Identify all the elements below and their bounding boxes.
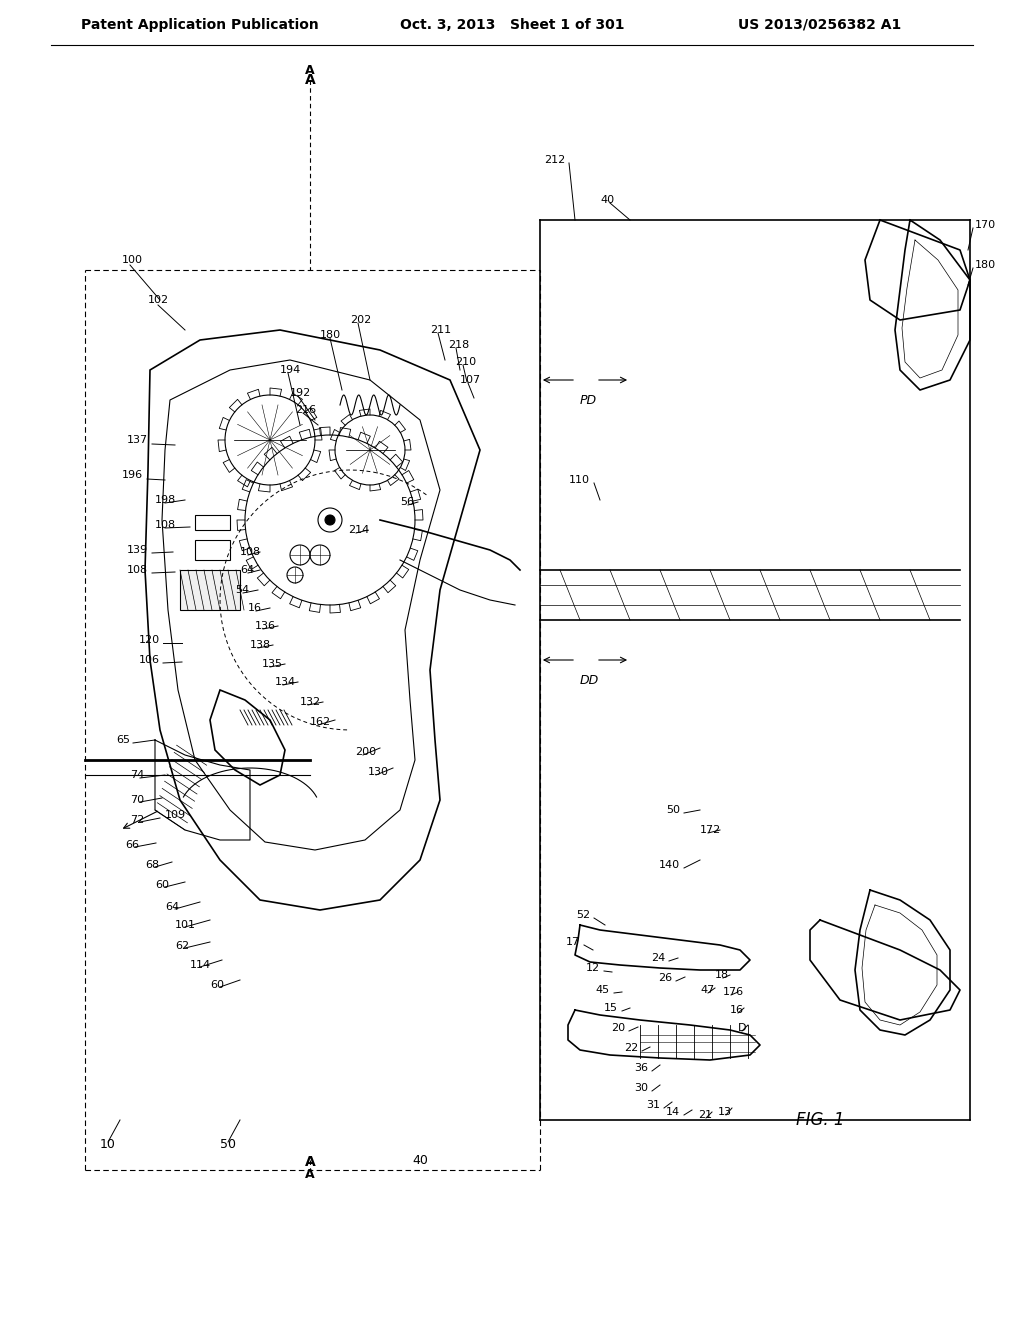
Text: 102: 102	[148, 294, 169, 305]
Text: 26: 26	[657, 973, 672, 983]
Text: 134: 134	[275, 677, 296, 686]
Text: 36: 36	[634, 1063, 648, 1073]
Text: 18: 18	[715, 970, 729, 979]
Text: 192: 192	[290, 388, 311, 399]
Text: 132: 132	[300, 697, 322, 708]
Text: 65: 65	[116, 735, 130, 744]
Text: 62: 62	[175, 941, 189, 950]
Text: 172: 172	[700, 825, 721, 836]
Text: 216: 216	[295, 405, 316, 414]
Text: 14: 14	[666, 1107, 680, 1117]
Text: 180: 180	[975, 260, 996, 271]
Text: 45: 45	[596, 985, 610, 995]
Text: A: A	[304, 1155, 315, 1170]
Text: 21: 21	[698, 1110, 712, 1119]
Text: 40: 40	[412, 1154, 428, 1167]
Text: A: A	[304, 73, 315, 87]
Text: 218: 218	[449, 341, 469, 350]
Text: 210: 210	[455, 356, 476, 367]
Text: 110: 110	[569, 475, 590, 484]
Text: 30: 30	[634, 1082, 648, 1093]
Text: 64: 64	[240, 565, 254, 576]
Text: 54: 54	[234, 585, 249, 595]
Text: 13: 13	[718, 1107, 732, 1117]
Text: 130: 130	[368, 767, 389, 777]
Text: 138: 138	[250, 640, 271, 649]
Text: 50: 50	[220, 1138, 236, 1151]
Text: 176: 176	[723, 987, 744, 997]
Text: 198: 198	[155, 495, 176, 506]
Text: 120: 120	[139, 635, 160, 645]
Text: 15: 15	[604, 1003, 618, 1012]
Text: 16: 16	[248, 603, 262, 612]
Text: 108: 108	[127, 565, 148, 576]
Text: 74: 74	[130, 770, 144, 780]
Text: 107: 107	[460, 375, 481, 385]
Text: 211: 211	[430, 325, 452, 335]
Text: 60: 60	[155, 880, 169, 890]
Text: 22: 22	[624, 1043, 638, 1053]
Text: 17: 17	[566, 937, 580, 946]
Text: 100: 100	[122, 255, 143, 265]
Text: 140: 140	[658, 861, 680, 870]
Text: 162: 162	[310, 717, 331, 727]
Text: 12: 12	[586, 964, 600, 973]
FancyBboxPatch shape	[180, 570, 240, 610]
Text: 60: 60	[210, 979, 224, 990]
Text: 135: 135	[262, 659, 283, 669]
Text: D: D	[738, 1023, 746, 1034]
Text: US 2013/0256382 A1: US 2013/0256382 A1	[738, 18, 901, 32]
Text: 40: 40	[600, 195, 614, 205]
Text: 106: 106	[139, 655, 160, 665]
Text: 72: 72	[130, 814, 144, 825]
Text: 47: 47	[700, 985, 715, 995]
Text: 31: 31	[646, 1100, 660, 1110]
Text: 52: 52	[575, 909, 590, 920]
Text: 66: 66	[125, 840, 139, 850]
Text: 200: 200	[355, 747, 376, 756]
Text: 180: 180	[319, 330, 341, 341]
Text: 24: 24	[650, 953, 665, 964]
Text: 16: 16	[730, 1005, 744, 1015]
Text: 137: 137	[127, 436, 148, 445]
Text: 50: 50	[666, 805, 680, 814]
Circle shape	[325, 515, 335, 525]
Text: 139: 139	[127, 545, 148, 554]
Text: 70: 70	[130, 795, 144, 805]
Text: 56: 56	[400, 498, 414, 507]
Text: 101: 101	[175, 920, 196, 931]
Text: 20: 20	[611, 1023, 625, 1034]
Text: 202: 202	[350, 315, 372, 325]
Text: 10: 10	[100, 1138, 116, 1151]
Text: DD: DD	[580, 673, 599, 686]
Text: Patent Application Publication: Patent Application Publication	[81, 18, 318, 32]
Text: 136: 136	[255, 620, 276, 631]
Text: 64: 64	[165, 902, 179, 912]
Text: 108: 108	[240, 546, 261, 557]
Text: 212: 212	[544, 154, 565, 165]
Text: 108: 108	[155, 520, 176, 531]
Text: FIG. 1: FIG. 1	[796, 1111, 844, 1129]
Text: A: A	[305, 1168, 314, 1181]
Text: 68: 68	[145, 861, 159, 870]
Text: Oct. 3, 2013   Sheet 1 of 301: Oct. 3, 2013 Sheet 1 of 301	[399, 18, 625, 32]
Text: 194: 194	[280, 366, 301, 375]
Text: 170: 170	[975, 220, 996, 230]
Text: 214: 214	[348, 525, 370, 535]
Text: A: A	[305, 63, 314, 77]
Text: 196: 196	[122, 470, 143, 480]
Text: PD: PD	[580, 393, 597, 407]
Text: 114: 114	[190, 960, 211, 970]
Text: 109: 109	[165, 810, 185, 820]
